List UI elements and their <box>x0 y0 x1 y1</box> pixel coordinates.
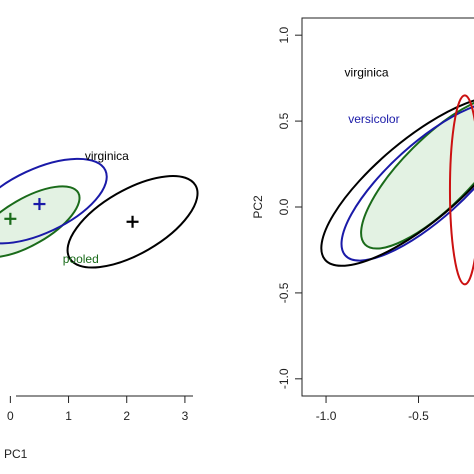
right-annotation-0: virginica <box>345 65 389 79</box>
left-panel: virginica pooled 0 1 2 3 PC1 <box>0 149 199 461</box>
left-x-ticks: 0 1 2 3 <box>7 396 189 423</box>
left-annotation-0: virginica <box>85 149 129 163</box>
right-ellipses <box>320 94 474 286</box>
right-y-axis-title: PC2 <box>251 195 265 219</box>
right-ellipse-virginica <box>320 95 474 267</box>
right-x-tick-label: -1.0 <box>316 409 337 423</box>
right-y-tick-label: -1.0 <box>277 368 291 389</box>
left-ellipse-virginica <box>66 175 199 269</box>
right-y-ticks: -1.0 -0.5 0.0 0.5 1.0 <box>277 27 302 389</box>
left-center-marker-virginica <box>126 215 139 228</box>
left-ellipses <box>0 157 199 269</box>
left-x-tick-label: 3 <box>182 409 189 423</box>
left-x-tick-label: 0 <box>7 409 14 423</box>
left-annotations: virginica pooled <box>63 149 129 266</box>
left-axis: 0 1 2 3 PC1 <box>4 395 193 461</box>
right-y-tick-label: 1.0 <box>277 27 291 44</box>
right-annotation-1: versicolor <box>348 112 399 126</box>
left-ellipse-pooled <box>0 185 81 259</box>
right-ellipse-versicolor <box>340 100 474 262</box>
right-x-ticks: -1.0 -0.5 <box>316 396 429 423</box>
right-panel: virginica versicolor -1.0 -0.5 -1.0 -0.5 0.0… <box>251 17 474 423</box>
right-ellipse-pooled <box>360 95 474 250</box>
right-y-tick-label: -0.5 <box>277 282 291 303</box>
right-y-tick-label: 0.5 <box>277 112 291 129</box>
left-x-axis-title: PC1 <box>4 447 28 461</box>
right-annotations: virginica versicolor <box>345 65 400 125</box>
left-x-tick-label: 2 <box>123 409 130 423</box>
left-center-marker-pooled <box>4 212 17 225</box>
right-y-tick-label: 0.0 <box>277 198 291 215</box>
right-x-tick-label: -0.5 <box>408 409 429 423</box>
left-ellipse-versicolor <box>0 157 108 245</box>
left-centers <box>4 198 139 228</box>
left-center-marker-versicolor <box>33 198 46 211</box>
left-annotation-1: pooled <box>63 252 99 266</box>
left-x-tick-label: 1 <box>65 409 72 423</box>
right-ellipse-setosa <box>448 94 474 286</box>
